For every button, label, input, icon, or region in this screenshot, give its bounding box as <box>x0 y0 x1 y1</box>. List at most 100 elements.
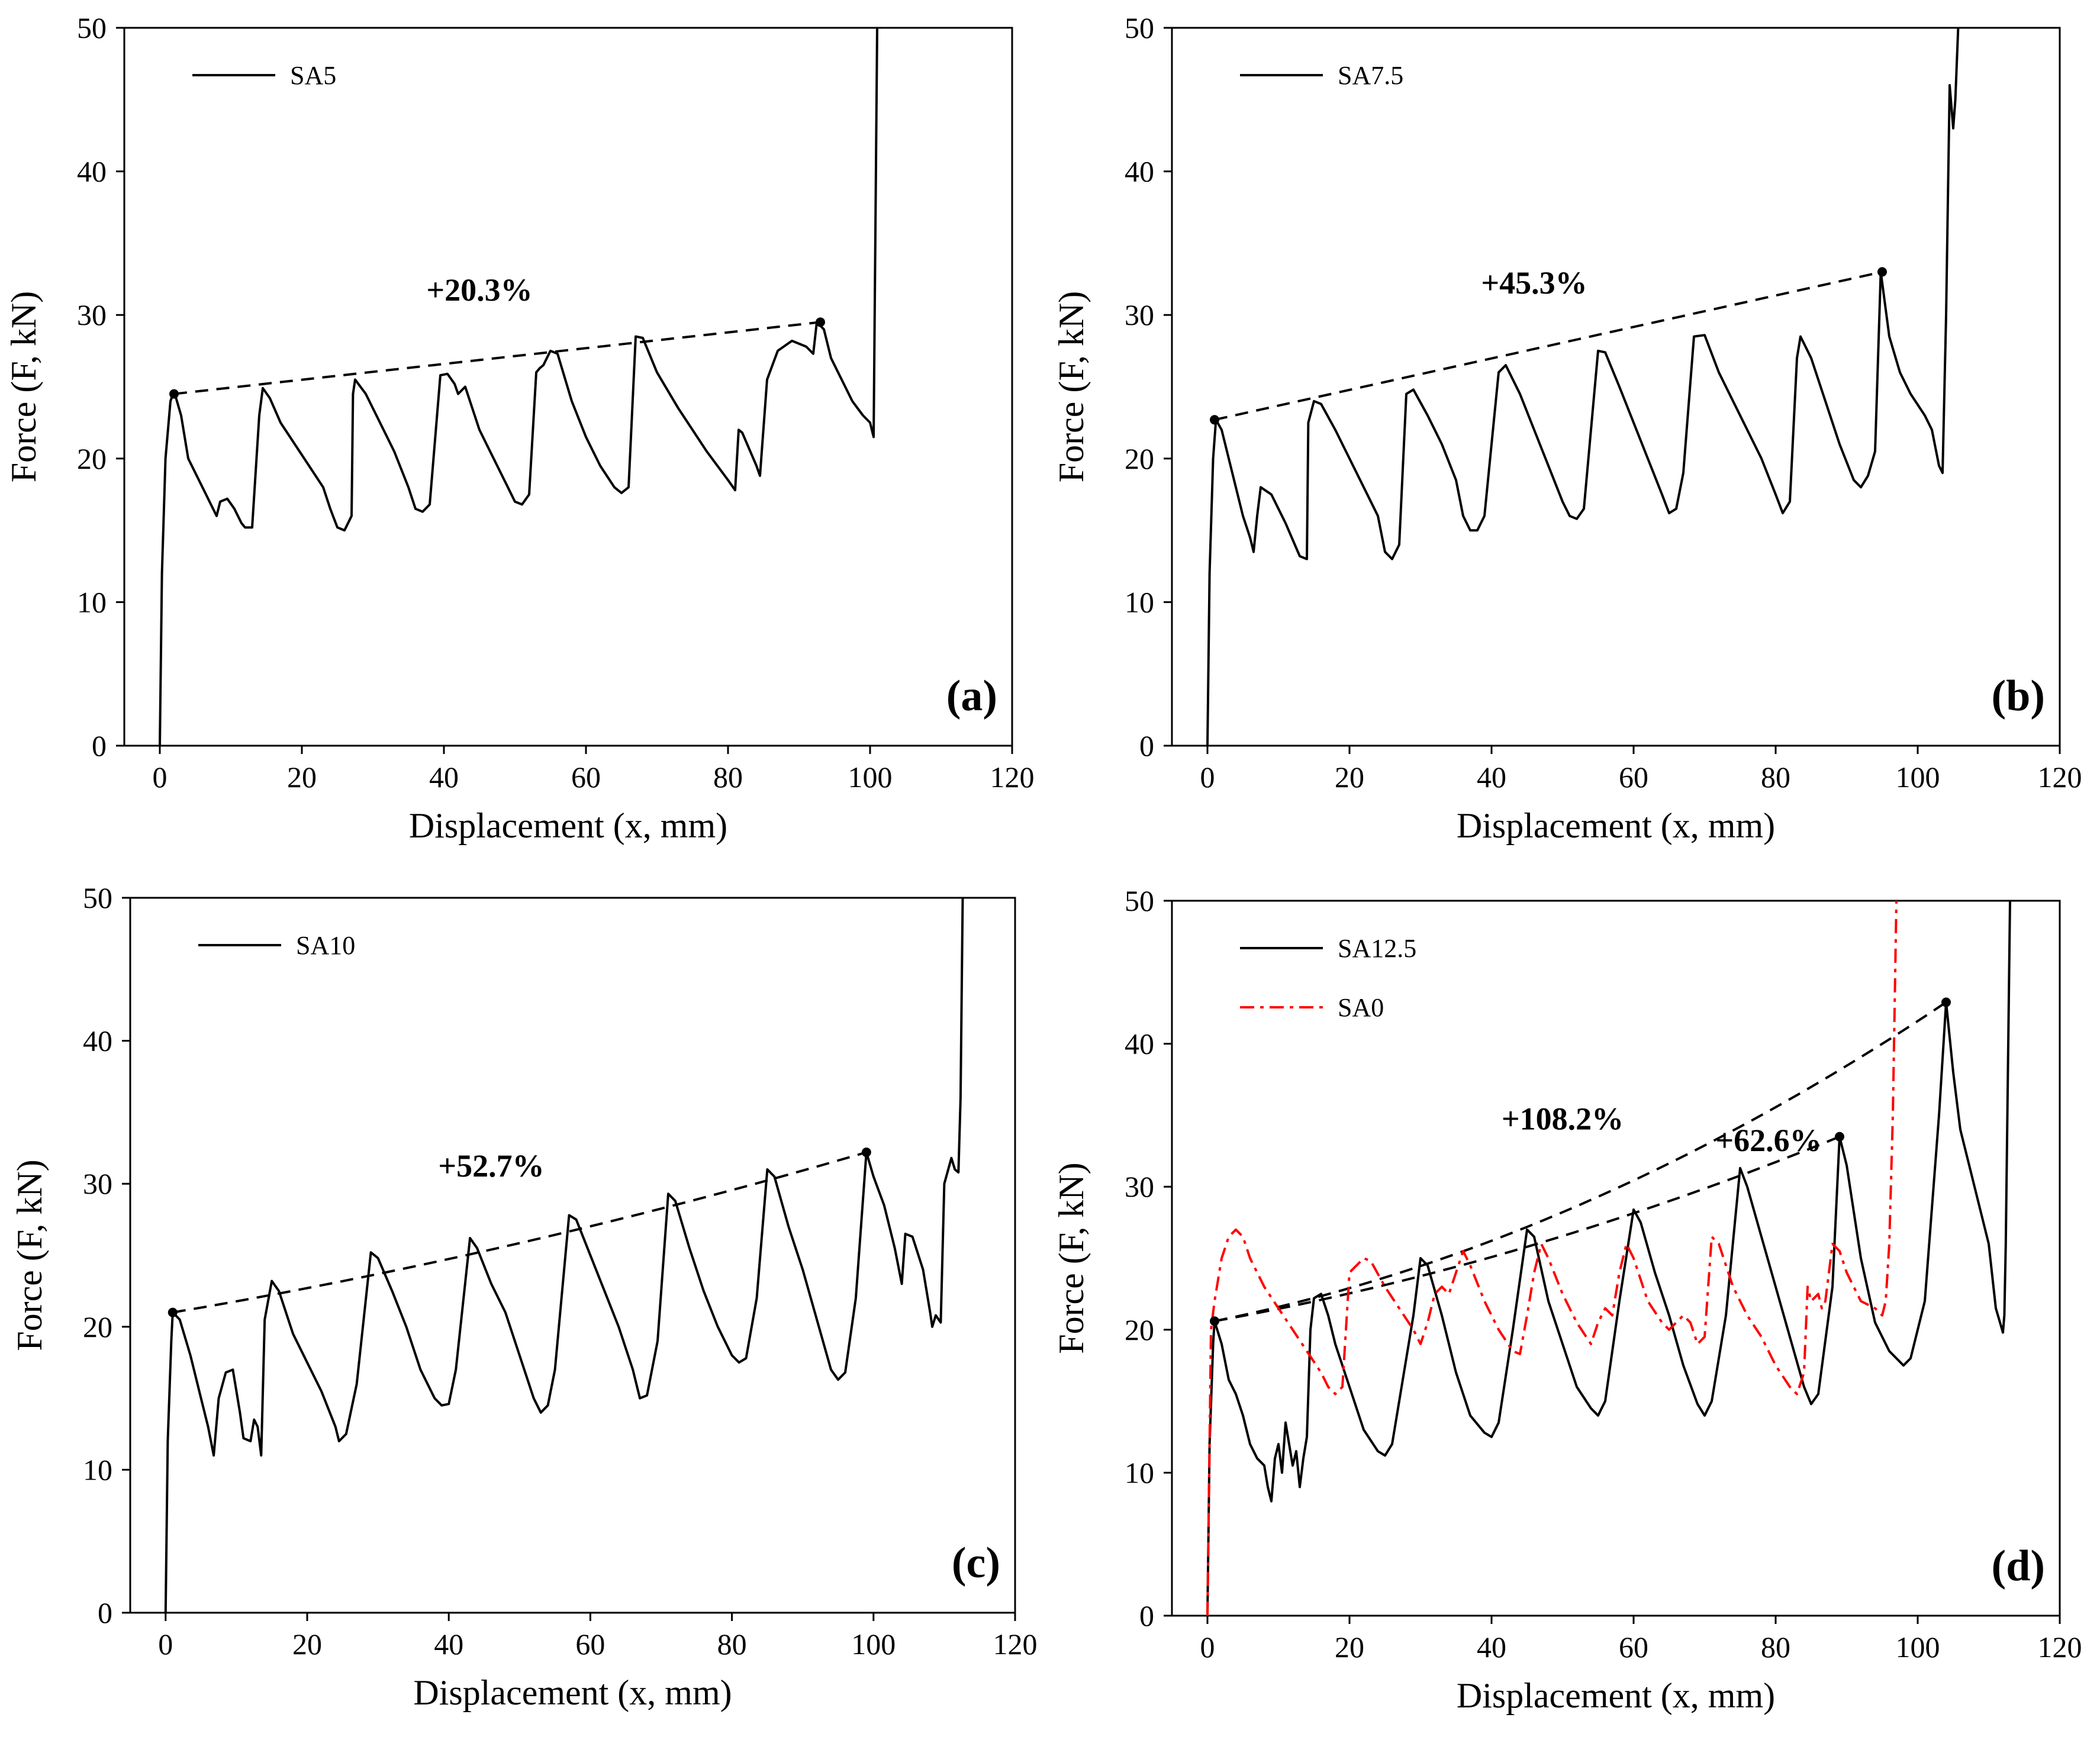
y-tick-label: 10 <box>77 585 107 618</box>
peak-marker <box>1835 1132 1844 1142</box>
legend-label: SA12.5 <box>1338 934 1416 963</box>
panel-d: 0 20 40 60 80 100 120 0 10 20 30 40 50 Displacement (… <box>1052 884 2082 1715</box>
x-tick-label: 20 <box>292 1628 322 1661</box>
x-tick-label: 20 <box>1335 1630 1364 1664</box>
series-line-sa12-5 <box>1206 901 2011 1616</box>
peak-marker <box>816 317 825 327</box>
plot-frame <box>1171 27 2061 747</box>
y-axis-title: Force (F, kN) <box>1052 1162 1091 1353</box>
y-axis-title: Force (F, kN) <box>10 1159 49 1351</box>
x-tick-label: 20 <box>287 760 317 794</box>
y-tick-label: 30 <box>1125 1170 1154 1203</box>
x-axis-title: Displacement (x, mm) <box>409 806 727 845</box>
x-tick-label: 100 <box>1896 760 1940 794</box>
series-line-sa7-5 <box>1206 28 1960 746</box>
x-axis-title: Displacement (x, mm) <box>1457 806 1775 845</box>
y-tick-label: 30 <box>83 1167 112 1200</box>
x-tick-label: 80 <box>1761 1630 1790 1664</box>
peak-marker <box>169 389 179 399</box>
x-tick-label: 0 <box>153 760 168 794</box>
panel-b: 0 20 40 60 80 100 120 0 10 20 30 40 50 Displacement (… <box>1052 11 2082 845</box>
series-line-sa0 <box>1206 901 1898 1616</box>
plot-frame <box>1171 900 2061 1617</box>
legend-label: SA7.5 <box>1338 61 1403 90</box>
panel-a: 0 20 40 60 80 100 120 0 10 20 30 40 50 Displacement (… <box>4 11 1035 845</box>
x-tick-label: 60 <box>1619 760 1648 794</box>
x-tick-label: 120 <box>993 1628 1038 1661</box>
x-tick-label: 0 <box>1200 760 1215 794</box>
y-tick-label: 20 <box>77 442 107 475</box>
y-tick-label: 0 <box>1139 729 1154 762</box>
x-tick-label: 80 <box>1761 760 1790 794</box>
y-tick-label: 40 <box>1125 155 1154 188</box>
y-axis-title: Force (F, kN) <box>1052 291 1091 482</box>
x-tick-label: 120 <box>2038 760 2082 794</box>
legend-label: SA0 <box>1338 993 1384 1022</box>
x-tick-label: 120 <box>990 760 1035 794</box>
y-tick-label: 40 <box>77 155 107 188</box>
y-tick-label: 50 <box>1125 11 1154 44</box>
y-tick-label: 20 <box>83 1310 112 1343</box>
x-tick-label: 100 <box>848 760 893 794</box>
legend-label: SA10 <box>296 931 355 960</box>
y-tick-label: 40 <box>1125 1027 1154 1061</box>
y-tick-label: 10 <box>1125 1456 1154 1489</box>
y-tick-label: 10 <box>83 1453 112 1486</box>
plot-frame <box>123 27 1013 747</box>
y-tick-label: 30 <box>77 298 107 331</box>
plot-frame <box>129 897 1016 1614</box>
increase-annotation: +52.7% <box>438 1148 544 1184</box>
x-axis-title: Displacement (x, mm) <box>413 1673 732 1712</box>
increase-annotation: +20.3% <box>426 272 532 308</box>
x-tick-label: 80 <box>717 1628 747 1661</box>
panel-c: 0 20 40 60 80 100 120 0 10 20 30 40 50 Displacement (… <box>10 881 1038 1712</box>
trend-line <box>1214 270 1883 421</box>
x-tick-label: 40 <box>1477 760 1506 794</box>
panel-label: (d) <box>1992 1542 2045 1590</box>
peak-marker <box>168 1307 178 1317</box>
x-tick-label: 40 <box>434 1628 463 1661</box>
peak-marker <box>1210 415 1219 425</box>
increase-annotation: +45.3% <box>1481 265 1587 301</box>
x-tick-label: 100 <box>1896 1630 1940 1664</box>
increase-annotation: +108.2% <box>1502 1101 1624 1137</box>
peak-marker <box>861 1148 871 1158</box>
x-tick-label: 100 <box>851 1628 896 1661</box>
y-tick-label: 20 <box>1125 1313 1154 1346</box>
y-tick-label: 50 <box>77 11 107 44</box>
trend-line <box>172 1151 867 1314</box>
x-tick-label: 60 <box>1619 1630 1648 1664</box>
x-tick-label: 80 <box>713 760 743 794</box>
trend-line <box>1214 1135 1840 1323</box>
x-tick-label: 20 <box>1335 760 1364 794</box>
trend-line <box>173 321 821 395</box>
x-tick-label: 0 <box>1200 1630 1215 1664</box>
y-axis-title: Force (F, kN) <box>4 291 43 482</box>
y-tick-label: 0 <box>92 729 107 762</box>
peak-marker <box>1941 997 1951 1007</box>
y-tick-label: 0 <box>98 1596 112 1629</box>
x-tick-label: 60 <box>575 1628 605 1661</box>
y-tick-label: 40 <box>83 1024 112 1058</box>
x-tick-label: 40 <box>1477 1630 1506 1664</box>
y-tick-label: 50 <box>83 881 112 914</box>
trend-line <box>1214 1001 1947 1323</box>
panel-label: (a) <box>946 672 997 720</box>
legend-label: SA5 <box>290 61 336 90</box>
y-tick-label: 30 <box>1125 298 1154 331</box>
panel-label: (c) <box>952 1539 1000 1587</box>
y-tick-label: 10 <box>1125 585 1154 618</box>
panel-label: (b) <box>1992 672 2045 720</box>
x-tick-label: 60 <box>571 760 601 794</box>
x-tick-label: 40 <box>429 760 459 794</box>
increase-annotation: +62.6% <box>1715 1123 1821 1158</box>
peak-marker <box>1877 267 1887 277</box>
y-tick-label: 20 <box>1125 442 1154 475</box>
y-tick-label: 50 <box>1125 884 1154 917</box>
series-line-sa5 <box>159 28 878 746</box>
x-tick-label: 0 <box>158 1628 173 1661</box>
peak-marker <box>1210 1316 1219 1326</box>
y-tick-label: 0 <box>1139 1599 1154 1632</box>
x-axis-title: Displacement (x, mm) <box>1457 1676 1775 1715</box>
